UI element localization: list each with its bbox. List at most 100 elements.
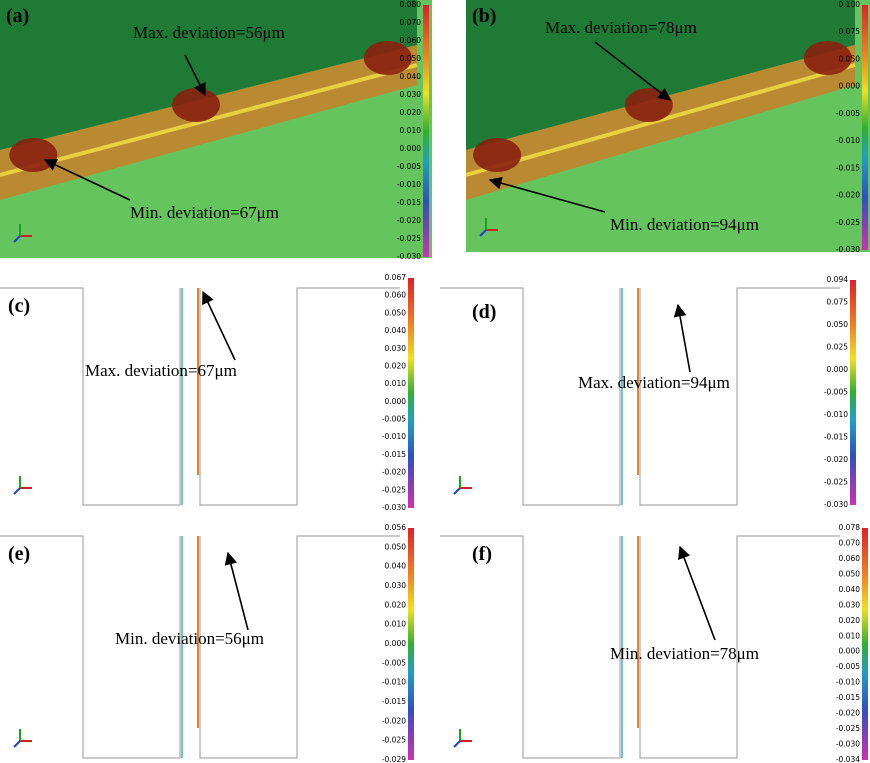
scale-tick-label: 0.020 xyxy=(400,108,422,117)
axis-icon xyxy=(14,741,20,747)
scale-tick-label: 0.020 xyxy=(385,361,407,370)
scale-tick-label: -0.005 xyxy=(836,109,860,118)
figure: 0.080 0.070 0.060 0.050 0.040 0.030 0.020 0.010… xyxy=(0,0,870,763)
scale-tick-label: 0.025 xyxy=(827,343,849,352)
scale-tick-label: -0.010 xyxy=(824,410,848,419)
section-outline xyxy=(440,288,840,505)
scale-tick-label: -0.030 xyxy=(836,740,860,749)
probe-point xyxy=(172,88,220,122)
panel-label: (a) xyxy=(6,5,29,27)
scale-tick-label: -0.010 xyxy=(836,678,860,687)
scale-tick-label: 0.050 xyxy=(385,542,407,551)
scale-tick-label: -0.015 xyxy=(382,697,406,706)
probe-point xyxy=(9,138,57,172)
color-scale xyxy=(850,280,856,505)
scale-tick-label: 0.080 xyxy=(400,0,422,9)
panel: 0.0670.0600.0500.0400.0300.0200.0100.000… xyxy=(0,273,414,512)
color-scale xyxy=(408,278,414,508)
scale-tick-label: 0.000 xyxy=(827,365,849,374)
scale-tick-label: 0.020 xyxy=(385,600,407,609)
scale-tick-label: 0.050 xyxy=(827,320,849,329)
scale-tick-label: 0.000 xyxy=(385,397,407,406)
scale-tick-label: -0.030 xyxy=(382,503,406,512)
scale-tick-label: 0.070 xyxy=(400,18,422,27)
panel-label: (b) xyxy=(472,5,496,27)
scale-tick-label: -0.025 xyxy=(836,724,860,733)
scale-tick-label: 0.060 xyxy=(385,291,407,300)
scale-tick-label: -0.029 xyxy=(382,755,406,763)
scale-tick-label: 0.000 xyxy=(839,82,861,91)
annotation-arrow xyxy=(228,553,248,630)
scale-tick-label: 0.000 xyxy=(385,639,407,648)
annotation: Min. deviation=67μm xyxy=(130,203,279,222)
annotation: Min. deviation=94μm xyxy=(610,215,759,234)
scale-tick-label: -0.010 xyxy=(397,180,421,189)
scale-tick-label: -0.030 xyxy=(397,252,421,261)
scale-tick-label: 0.010 xyxy=(385,379,407,388)
scale-tick-label: -0.015 xyxy=(397,198,421,207)
scale-tick-label: -0.005 xyxy=(836,662,860,671)
scale-tick-label: 0.010 xyxy=(385,620,407,629)
scale-tick-label: -0.020 xyxy=(382,468,406,477)
scale-tick-label: 0.040 xyxy=(400,72,422,81)
panel: 0.1000.0750.0500.000-0.005-0.010-0.015-0… xyxy=(466,0,870,254)
scale-tick-label: 0.100 xyxy=(839,0,861,9)
annotation-arrow xyxy=(203,292,235,360)
scale-tick-label: -0.020 xyxy=(836,709,860,718)
scale-tick-label: 0.000 xyxy=(839,647,861,656)
annotation: Min. deviation=56μm xyxy=(115,629,264,648)
scale-tick-label: -0.015 xyxy=(382,450,406,459)
scale-tick-label: -0.020 xyxy=(836,191,860,200)
section-outline xyxy=(0,288,400,505)
scale-tick-label: 0.030 xyxy=(385,581,407,590)
scale-tick-label: -0.025 xyxy=(836,218,860,227)
annotation-arrow xyxy=(680,547,715,640)
scale-tick-label: 0.075 xyxy=(839,27,861,36)
scale-tick-label: -0.010 xyxy=(382,432,406,441)
annotation: Max. deviation=56μm xyxy=(133,23,285,42)
scale-tick-label: -0.015 xyxy=(824,433,848,442)
color-scale xyxy=(423,5,429,257)
scale-tick-label: 0.010 xyxy=(839,631,861,640)
scale-tick-label: -0.005 xyxy=(824,388,848,397)
annotation: Max. deviation=67μm xyxy=(85,361,237,380)
scale-tick-label: -0.005 xyxy=(397,162,421,171)
scale-tick-label: -0.025 xyxy=(824,478,848,487)
panel-label: (e) xyxy=(8,543,30,565)
scale-tick-label: 0.078 xyxy=(839,523,861,532)
scale-tick-label: 0.040 xyxy=(385,562,407,571)
axis-icon xyxy=(454,741,460,747)
scale-tick-label: -0.020 xyxy=(382,716,406,725)
scale-tick-label: -0.025 xyxy=(397,234,421,243)
scale-tick-label: -0.030 xyxy=(824,500,848,509)
scale-tick-label: 0.050 xyxy=(385,308,407,317)
scale-tick-label: 0.030 xyxy=(400,90,422,99)
scale-tick-label: -0.005 xyxy=(382,415,406,424)
scale-tick-label: 0.050 xyxy=(400,54,422,63)
scale-tick-label: -0.015 xyxy=(836,693,860,702)
annotation-arrow xyxy=(678,305,690,372)
scale-tick-label: 0.050 xyxy=(839,569,861,578)
panel-label: (d) xyxy=(472,301,496,323)
scale-tick-label: -0.034 xyxy=(836,755,860,763)
color-scale xyxy=(862,528,868,760)
scale-tick-label: 0.010 xyxy=(400,126,422,135)
scale-tick-label: -0.020 xyxy=(397,216,421,225)
panel: 0.0780.0700.0600.0500.0400.0300.0200.010… xyxy=(440,523,868,763)
annotation: Max. deviation=94μm xyxy=(578,373,730,392)
axis-icon xyxy=(454,488,460,494)
scale-tick-label: 0.040 xyxy=(385,326,407,335)
scale-tick-label: 0.070 xyxy=(839,538,861,547)
scale-tick-label: 0.030 xyxy=(839,600,861,609)
scale-tick-label: 0.094 xyxy=(827,275,849,284)
scale-tick-label: -0.010 xyxy=(836,136,860,145)
scale-tick-label: -0.025 xyxy=(382,736,406,745)
scale-tick-label: 0.060 xyxy=(400,36,422,45)
scale-tick-label: 0.020 xyxy=(839,616,861,625)
axis-icon xyxy=(14,488,20,494)
annotation: Min. deviation=78μm xyxy=(610,644,759,663)
color-scale xyxy=(862,5,868,250)
scale-tick-label: -0.020 xyxy=(824,455,848,464)
panel-label: (f) xyxy=(472,543,492,565)
probe-point xyxy=(473,138,521,172)
